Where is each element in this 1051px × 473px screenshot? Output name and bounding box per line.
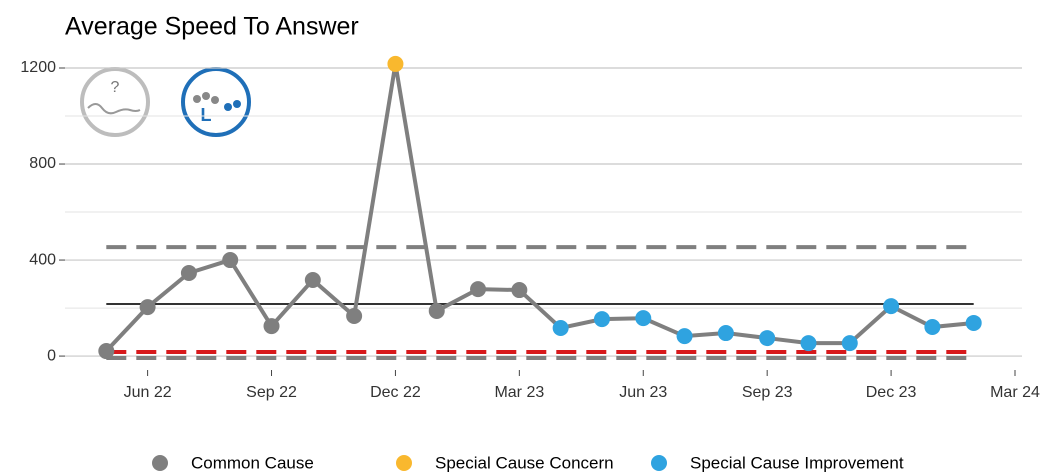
legend-label: Special Cause Improvement: [690, 453, 904, 472]
assurance-icon: L: [181, 67, 251, 137]
data-point: [263, 318, 280, 335]
data-line: [104, 63, 974, 353]
x-tick-label: Mar 24: [990, 384, 1040, 401]
data-point: [552, 319, 569, 336]
data-point: [924, 319, 941, 336]
chart-title: Average Speed To Answer: [65, 13, 359, 41]
x-tick-label: Sep 22: [246, 384, 297, 401]
data-point: [346, 307, 363, 324]
data-point: [387, 55, 404, 72]
legend-marker: [396, 455, 412, 471]
y-tick-label: 400: [29, 251, 56, 268]
data-point: [883, 298, 900, 315]
legend-marker: [152, 455, 168, 471]
legend-label: Special Cause Concern: [435, 453, 614, 472]
data-point: [139, 299, 156, 316]
data-point: [800, 335, 817, 352]
y-tick-label: 0: [47, 347, 56, 364]
data-point: [470, 281, 487, 298]
data-point: [635, 310, 652, 327]
legend-marker: [651, 455, 667, 471]
data-point: [511, 282, 528, 299]
svg-text:?: ?: [111, 79, 120, 96]
data-point: [593, 311, 610, 328]
data-point: [676, 328, 693, 345]
data-point: [304, 271, 321, 288]
data-point: [180, 265, 197, 282]
x-tick-label: Dec 22: [370, 384, 421, 401]
y-tick-label: 800: [29, 155, 56, 172]
y-tick-label: 1200: [20, 59, 56, 76]
x-tick-label: Dec 23: [866, 384, 917, 401]
x-tick-label: Sep 23: [742, 384, 793, 401]
data-point: [841, 335, 858, 352]
variation-icon: ?: [80, 67, 150, 137]
data-point: [965, 314, 982, 331]
data-point: [759, 330, 776, 347]
x-tick-label: Mar 23: [494, 384, 544, 401]
data-point: [222, 252, 239, 269]
legend-label: Common Cause: [191, 453, 314, 472]
x-tick-label: Jun 22: [124, 384, 172, 401]
data-point: [428, 302, 445, 319]
svg-text:L: L: [201, 105, 212, 125]
data-point: [717, 325, 734, 342]
x-tick-label: Jun 23: [619, 384, 667, 401]
data-point: [98, 343, 115, 360]
